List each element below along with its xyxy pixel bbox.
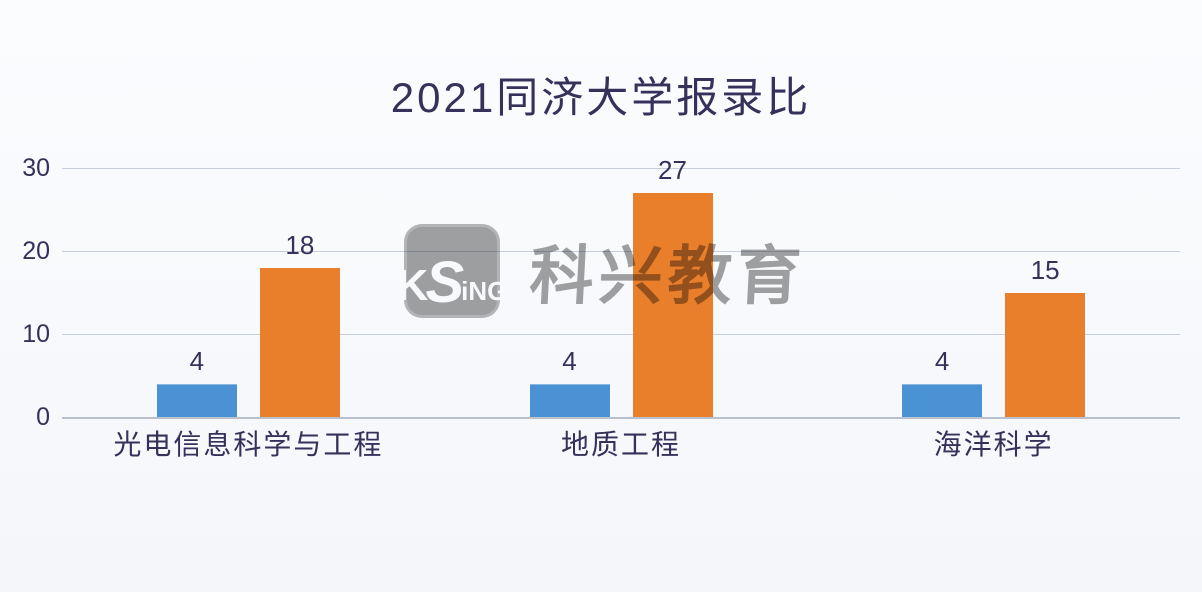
bar-value-label: 15 [1030,254,1060,285]
bar-value-label: 4 [934,345,950,376]
bar-value-label: 27 [658,154,687,185]
bar-value-label: 4 [562,345,577,376]
bar-value-label: 4 [189,345,205,376]
bar-admitted-orange [632,192,713,417]
x-axis-category-label: 地质工程 [560,429,681,460]
y-axis-tick-label: 30 [22,154,50,182]
watermark-logo-letter: iNG [461,276,508,307]
watermark-logo-letter: K [396,261,429,311]
chart-title: 2021同济大学报录比 [390,74,812,121]
y-axis-tick-label: 10 [22,320,50,348]
watermark-logo-letter: S [425,249,465,315]
bar-admitted-orange [1005,292,1086,417]
bar-reported-blue [902,383,983,417]
y-axis-tick-label: 20 [22,237,50,265]
y-gridline [62,333,1180,335]
ksing-logo-icon: K S iNG [397,224,507,318]
x-axis-line [62,417,1180,419]
bar-reported-blue [156,383,237,417]
bar-value-label: 18 [285,229,315,260]
bar-admitted-orange [259,267,340,417]
x-axis-category-label: 海洋科学 [933,429,1054,460]
x-axis-category-label: 光电信息科学与工程 [113,429,384,460]
y-gridline [62,167,1180,169]
watermark: K S iNG 科兴教育 [397,224,808,318]
bar-reported-blue [529,383,610,417]
y-axis-tick-label: 0 [36,403,50,431]
y-gridline [62,250,1180,252]
